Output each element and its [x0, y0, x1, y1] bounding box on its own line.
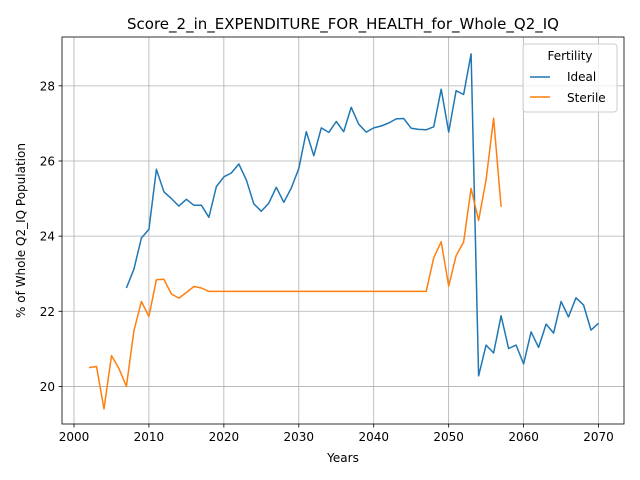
x-tick-label: 2030 [284, 430, 315, 444]
x-tick-label: 2020 [209, 430, 240, 444]
y-tick-label: 26 [40, 154, 55, 168]
y-tick-label: 20 [40, 380, 55, 394]
x-tick-label: 2060 [508, 430, 539, 444]
y-tick-label: 28 [40, 79, 55, 93]
chart-title: Score_2_in_EXPENDITURE_FOR_HEALTH_for_Wh… [127, 15, 559, 34]
series-line-sterile [88, 117, 502, 410]
y-axis: 20 22 24 26 28 [40, 79, 62, 394]
x-tick-label: 2010 [134, 430, 165, 444]
y-tick-label: 22 [40, 305, 55, 319]
plot-frame [61, 36, 625, 425]
x-axis-label: Years [326, 451, 359, 465]
legend-box [522, 43, 618, 113]
x-tick-label: 2000 [59, 430, 90, 444]
legend: Fertility Ideal Sterile [522, 43, 618, 113]
x-tick-label: 2050 [433, 430, 464, 444]
legend-title: Fertility [547, 49, 592, 63]
series-line-ideal [125, 53, 600, 377]
plot-lines [88, 53, 600, 410]
legend-label-sterile: Sterile [567, 91, 606, 105]
y-axis-label: % of Whole Q2_IQ Population [14, 143, 28, 318]
y-tick-label: 24 [40, 230, 55, 244]
legend-label-ideal: Ideal [567, 70, 596, 84]
x-axis: 2000 2010 2020 2030 2040 2050 2060 2070 [59, 424, 614, 444]
x-tick-label: 2040 [358, 430, 389, 444]
x-tick-label: 2070 [583, 430, 614, 444]
